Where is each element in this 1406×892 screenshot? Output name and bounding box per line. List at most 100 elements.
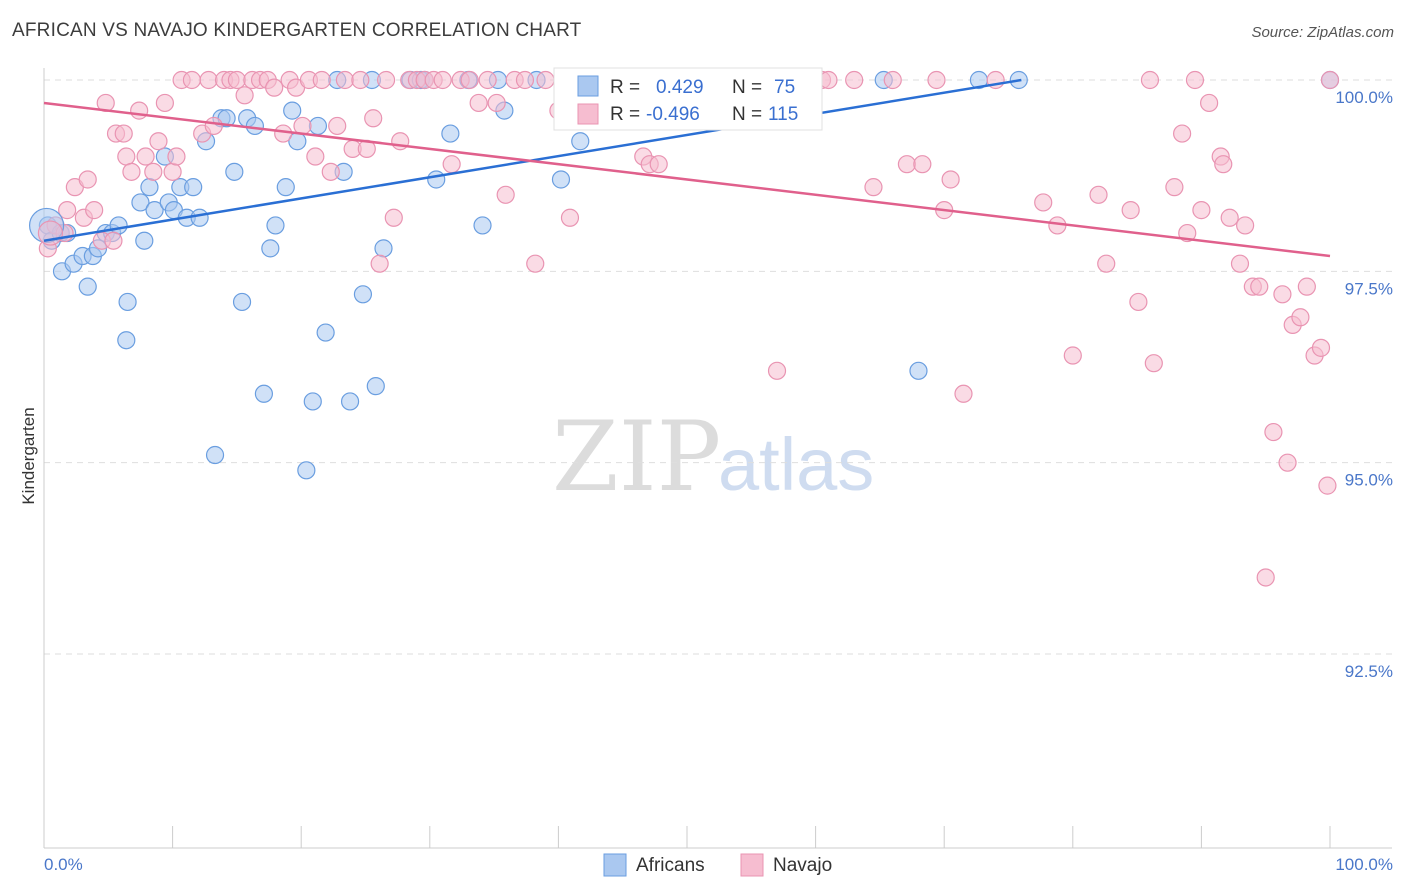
bottom-legend-swatch-africans: [603, 853, 627, 877]
point-navajo: [376, 70, 396, 90]
point-navajo: [1273, 285, 1292, 304]
point-africans: [245, 116, 265, 136]
point-navajo: [1089, 185, 1108, 204]
scatter-points: [28, 70, 1340, 587]
point-navajo: [312, 70, 331, 90]
point-africans: [184, 178, 203, 197]
bottom-legend-swatch-navajo: [740, 853, 764, 877]
legend-n-label-africans: N =: [732, 77, 762, 98]
point-navajo: [117, 147, 136, 166]
point-navajo: [1250, 277, 1269, 296]
legend-r-value-navajo: -0.496: [646, 104, 700, 125]
y-tick-label: 100.0%: [1335, 88, 1393, 107]
point-navajo: [1144, 354, 1163, 373]
point-navajo: [149, 132, 168, 151]
point-africans: [276, 178, 295, 197]
point-navajo: [114, 124, 133, 143]
legend-n-label-navajo: N =: [732, 104, 762, 125]
legend-n-value-africans: 75: [774, 77, 795, 98]
point-navajo-large: [37, 220, 64, 246]
point-navajo: [265, 78, 284, 97]
point-navajo: [819, 70, 838, 90]
point-navajo: [883, 70, 902, 90]
point-navajo: [460, 70, 479, 90]
point-africans: [254, 384, 274, 403]
point-navajo: [1097, 254, 1116, 273]
point-navajo: [1214, 155, 1233, 174]
point-navajo: [227, 70, 246, 90]
point-navajo: [560, 208, 580, 227]
point-navajo: [144, 162, 163, 181]
point-navajo: [335, 70, 355, 90]
point-navajo: [845, 70, 864, 90]
point-navajo: [1320, 70, 1340, 90]
point-navajo: [1034, 193, 1053, 212]
point-africans: [340, 392, 360, 411]
x-tick-label-min: 0.0%: [44, 855, 83, 874]
point-navajo: [1297, 277, 1316, 296]
point-navajo: [1140, 70, 1160, 90]
point-navajo: [85, 201, 104, 220]
point-navajo: [478, 70, 497, 90]
point-navajo: [1121, 201, 1140, 220]
point-navajo: [941, 170, 960, 189]
point-africans: [297, 461, 316, 480]
point-navajo: [1200, 93, 1219, 113]
bottom-legend-label-navajo: Navajo: [773, 855, 832, 876]
point-navajo: [122, 162, 141, 181]
point-africans: [283, 101, 302, 120]
chart-title: AFRICAN VS NAVAJO KINDERGARTEN CORRELATI…: [12, 20, 582, 41]
point-navajo: [306, 147, 325, 166]
y-tick-label: 92.5%: [1345, 662, 1393, 681]
legend: R = 0.429 N = 75 R = -0.496 N = 115: [553, 67, 823, 131]
point-navajo: [1063, 346, 1082, 365]
point-navajo: [182, 70, 201, 90]
point-navajo: [536, 70, 555, 90]
point-navajo: [433, 70, 452, 90]
point-africans: [441, 124, 460, 143]
point-africans: [909, 361, 928, 380]
grid-lines: 100.0% 97.5% 95.0% 92.5%: [44, 79, 1393, 681]
point-navajo: [1220, 208, 1239, 227]
x-tick-label-max: 100.0%: [1335, 855, 1393, 874]
point-navajo: [1165, 178, 1184, 197]
y-tick-label: 95.0%: [1345, 471, 1393, 490]
point-navajo: [1256, 568, 1275, 587]
point-africans: [366, 377, 385, 396]
point-navajo: [167, 147, 186, 166]
point-navajo: [204, 116, 223, 136]
point-navajo: [384, 208, 403, 227]
point-navajo: [897, 155, 917, 174]
y-tick-label: 97.5%: [1345, 279, 1393, 298]
point-navajo: [235, 86, 254, 105]
point-africans: [473, 216, 492, 235]
legend-n-value-navajo: 115: [768, 104, 798, 125]
bottom-legend: Africans Navajo: [603, 853, 832, 877]
trend-lines: [43, 78, 1331, 258]
point-navajo: [321, 162, 340, 181]
point-navajo: [767, 361, 787, 380]
legend-r-label-navajo: R =: [610, 104, 640, 125]
point-africans: [571, 132, 590, 151]
trend-line-navajo: [43, 101, 1331, 258]
point-africans: [427, 170, 446, 189]
watermark-zip: ZIP: [552, 401, 721, 513]
point-navajo: [649, 155, 668, 174]
point-navajo: [328, 116, 347, 136]
bottom-legend-label-africans: Africans: [636, 855, 705, 876]
point-navajo: [954, 384, 973, 403]
point-africans: [308, 116, 328, 136]
point-navajo: [496, 185, 515, 204]
point-navajo: [1185, 70, 1205, 90]
watermark: ZIP atlas: [552, 401, 874, 513]
point-navajo: [58, 201, 77, 220]
point-navajo: [927, 70, 946, 90]
point-navajo: [78, 170, 97, 189]
point-navajo: [104, 231, 123, 250]
point-africans: [316, 323, 335, 342]
point-navajo: [1173, 124, 1192, 143]
point-africans: [145, 201, 164, 220]
point-africans: [135, 231, 154, 250]
point-navajo: [1192, 201, 1211, 220]
